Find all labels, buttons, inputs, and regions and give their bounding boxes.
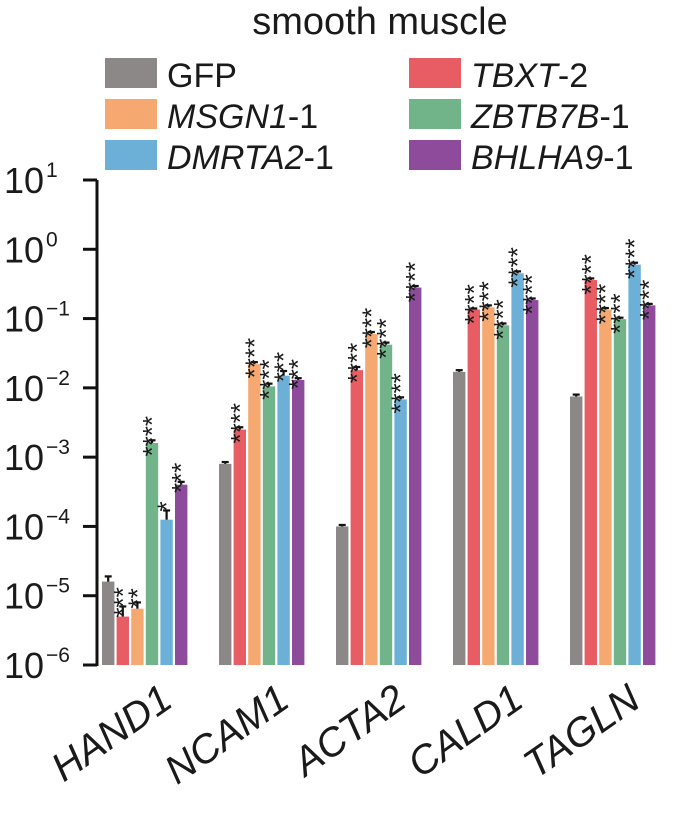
bar-cald1-1 bbox=[467, 309, 480, 665]
significance-label: *** bbox=[166, 463, 196, 493]
bar-ncam1-0 bbox=[219, 463, 232, 665]
x-tick-label-cald1: CALD1 bbox=[400, 676, 531, 786]
y-tick-label: 101 bbox=[4, 159, 58, 201]
significance-label: *** bbox=[269, 352, 299, 382]
legend-label-2: MSGN1-1 bbox=[167, 98, 318, 136]
bar-hand1-0 bbox=[102, 581, 115, 665]
bar-tagln-0 bbox=[570, 396, 583, 665]
bar-tagln-1 bbox=[584, 280, 597, 665]
bar-acta2-1 bbox=[350, 370, 363, 665]
bar-ncam1-5 bbox=[292, 379, 305, 665]
bars: ******************************* *********… bbox=[102, 238, 664, 665]
bar-acta2-4 bbox=[394, 399, 407, 665]
significance-label: **** bbox=[239, 338, 269, 378]
x-tick-label-acta2: ACTA2 bbox=[284, 676, 414, 785]
legend-label-0: GFP bbox=[167, 57, 237, 95]
bar-hand1-2 bbox=[131, 608, 144, 665]
significance-label: **** bbox=[576, 254, 606, 294]
legend-label-5: BHLHA9-1 bbox=[471, 139, 634, 177]
legend: GFP TBXT-2 MSGN1-1 ZBTB7B-1 DMRTA2-1 BHLHA9-1 bbox=[105, 57, 634, 177]
y-tick-label: 100 bbox=[4, 228, 58, 270]
legend-swatch-2 bbox=[105, 99, 157, 129]
legend-swatch-3 bbox=[409, 99, 461, 129]
y-axis: 101 100 10−1 10−2 10−3 10−4 10−5 10−6 bbox=[4, 159, 99, 686]
significance-label: * bbox=[152, 501, 182, 511]
legend-swatch-0 bbox=[105, 58, 157, 88]
significance-label: *** bbox=[283, 359, 313, 389]
bar-hand1-3 bbox=[145, 443, 159, 665]
significance-label: **** bbox=[400, 262, 430, 302]
significance-label: **** bbox=[620, 238, 650, 278]
bar-cald1-4 bbox=[511, 273, 524, 665]
x-tick-label-hand1: HAND1 bbox=[44, 676, 180, 790]
legend-swatch-4 bbox=[105, 140, 157, 170]
bar-ncam1-3 bbox=[262, 386, 276, 665]
y-tick-label: 10−5 bbox=[4, 575, 70, 617]
bar-cald1-0 bbox=[453, 371, 466, 665]
significance-label: **** bbox=[371, 318, 401, 358]
y-tick-label: 10−4 bbox=[4, 505, 70, 547]
x-tick-label-ncam1: NCAM1 bbox=[157, 676, 297, 792]
legend-swatch-5 bbox=[409, 140, 461, 170]
significance-label: **** bbox=[634, 280, 664, 320]
bar-acta2-5 bbox=[409, 287, 422, 665]
significance-label: **** bbox=[473, 281, 503, 321]
legend-label-1: TBXT-2 bbox=[471, 57, 588, 95]
bar-hand1-4 bbox=[160, 519, 173, 665]
bar-ncam1-1 bbox=[233, 429, 246, 665]
y-tick-label: 10−1 bbox=[4, 298, 70, 340]
bar-cald1-5 bbox=[526, 300, 539, 665]
bar-tagln-3 bbox=[613, 319, 627, 665]
bar-ncam1-2 bbox=[248, 364, 261, 665]
significance-label: ** bbox=[122, 588, 152, 608]
significance-label: **** bbox=[590, 284, 620, 324]
chart-title: smooth muscle bbox=[252, 1, 508, 43]
bar-hand1-5 bbox=[175, 484, 188, 665]
bar-acta2-2 bbox=[365, 333, 378, 665]
legend-label-4: DMRTA2-1 bbox=[167, 139, 334, 177]
bar-cald1-3 bbox=[496, 325, 510, 665]
y-tick-label: 10−6 bbox=[4, 644, 70, 686]
bar-cald1-2 bbox=[482, 307, 495, 665]
y-tick-label: 10−2 bbox=[4, 367, 70, 409]
significance-label: **** bbox=[356, 308, 386, 348]
bar-ncam1-4 bbox=[277, 375, 290, 665]
bar-hand1-1 bbox=[116, 616, 129, 665]
bar-tagln-5 bbox=[643, 305, 656, 665]
bar-acta2-0 bbox=[336, 526, 349, 665]
bar-acta2-3 bbox=[379, 344, 393, 665]
y-tick-label: 10−3 bbox=[4, 436, 70, 478]
significance-label: **** bbox=[503, 247, 533, 287]
x-tick-label-tagln: TAGLN bbox=[516, 676, 648, 787]
bar-tagln-2 bbox=[599, 309, 612, 665]
significance-label: **** bbox=[517, 274, 547, 314]
bar-tagln-4 bbox=[628, 264, 641, 665]
legend-swatch-1 bbox=[409, 58, 461, 88]
significance-label: **** bbox=[137, 416, 167, 456]
legend-label-3: ZBTB7B-1 bbox=[470, 98, 630, 136]
